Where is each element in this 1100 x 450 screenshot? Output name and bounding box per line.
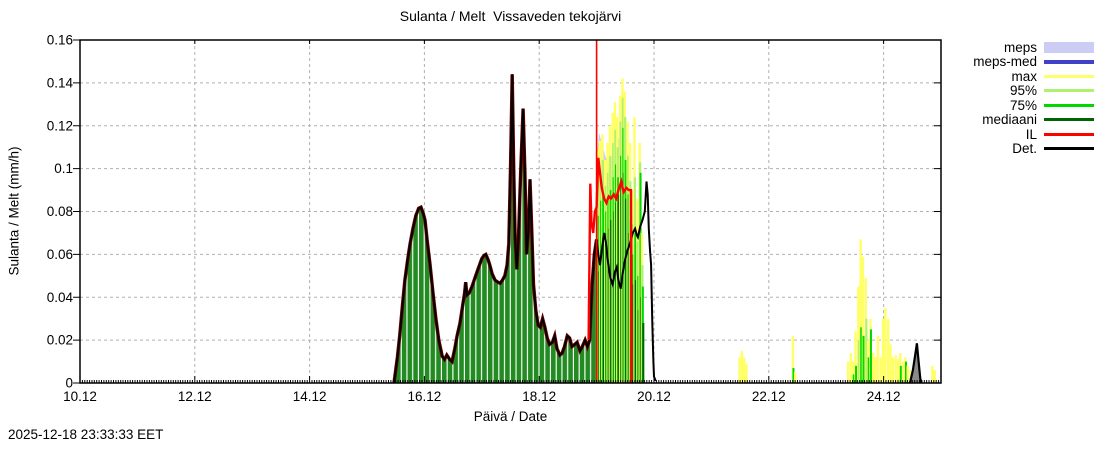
legend-swatch-meps-band [1044,41,1094,53]
x-tick-label: 14.12 [293,389,327,404]
legend-swatch-max-line [1044,74,1094,78]
legend-label-p75: 75% [1009,97,1037,113]
x-tick-label: 22.12 [752,389,786,404]
legend-item-il: IL [973,127,1094,142]
legend-item-p95: 95% [973,83,1094,99]
series-il [587,157,633,384]
legend-swatch-det-line [1044,147,1094,151]
x-tick-label: 10.12 [63,389,97,404]
x-tick-label: 24.12 [867,389,901,404]
x-tick-label: 12.12 [178,389,212,404]
legend-swatch-il-line [1044,132,1094,136]
legend-item-p75: 75% [973,98,1094,113]
legend-label-il: IL [1025,126,1037,142]
legend-swatch-p95-line [1044,89,1094,93]
legend-item-meps-med: meps-med [973,54,1094,70]
legend-label-meps-med: meps-med [973,54,1037,70]
generated-timestamp: 2025-12-18 23:33:33 EET [8,427,164,442]
x-tick-label: 20.12 [637,389,671,404]
legend-label-meps: meps [1003,39,1037,55]
x-tick-label: 16.12 [408,389,442,404]
series-ensemble-impulses [596,78,645,383]
legend-label-max: max [1011,68,1037,84]
legend-swatch-mediaani-line [1044,118,1094,122]
series-outlook-impulses [738,239,936,383]
legend-label-mediaani: mediaani [982,112,1037,128]
y-tick-label: 0.04 [47,290,74,305]
chart-legend: meps meps-med max 95% 75% mediaani IL Det. [973,40,1094,156]
legend-item-max: max [973,69,1094,84]
legend-swatch-p75-line [1044,103,1094,107]
y-tick-label: 0.02 [47,333,73,348]
chart-title: Sulanta / Melt Vissaveden tekojärvi [399,8,622,24]
legend-item-mediaani: mediaani [973,112,1094,128]
y-tick-label: 0.1 [54,161,73,176]
y-tick-label: 0.06 [47,247,73,262]
series-det-outlook-peak [908,343,923,384]
legend-swatch-meps-med-line [1044,59,1094,64]
x-tick-label: 18.12 [522,389,556,404]
legend-item-meps: meps [973,40,1094,55]
legend-label-det: Det. [1012,141,1037,157]
series-det-history [392,74,599,384]
series-det-forecast [595,181,657,382]
legend-item-det: Det. [973,141,1094,157]
y-tick-label: 0.16 [47,33,73,48]
legend-label-p95: 95% [1009,83,1037,99]
axis-ticks [73,39,942,384]
y-tick-label: 0.12 [47,118,73,133]
y-tick-label: 0 [65,376,73,391]
axis-tick-labels: 0 0.02 0.04 0.06 0.08 0.1 0.12 0.14 0.16 10.12 12.… [47,33,901,405]
y-tick-label: 0.08 [47,204,73,219]
x-axis-label: Päivä / Date [473,409,548,424]
y-tick-label: 0.14 [47,75,74,90]
